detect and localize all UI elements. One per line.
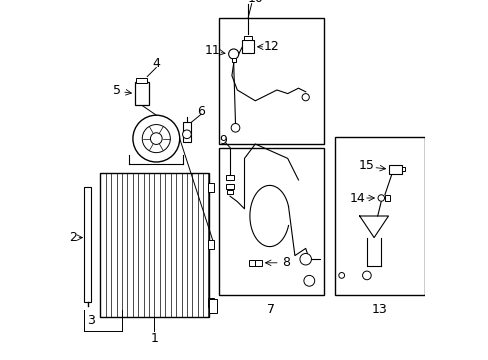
Text: 4: 4 [152, 57, 160, 71]
Text: 6: 6 [197, 105, 205, 118]
Text: 15: 15 [358, 159, 374, 172]
Bar [219, 148, 323, 295]
Bar [226, 175, 233, 180]
Text: 1: 1 [150, 332, 158, 345]
Circle shape [299, 253, 311, 265]
Text: 9: 9 [219, 134, 226, 147]
Bar [244, 36, 251, 40]
Text: 3: 3 [87, 314, 95, 327]
Text: 11: 11 [204, 44, 220, 57]
Bar [182, 122, 191, 142]
Text: 8: 8 [281, 256, 289, 269]
Circle shape [231, 123, 239, 132]
Text: 2: 2 [69, 231, 77, 244]
Text: 10: 10 [247, 0, 263, 5]
Circle shape [362, 271, 370, 280]
Bar [101, 173, 208, 317]
Circle shape [302, 94, 309, 101]
Circle shape [228, 49, 238, 59]
Bar [208, 298, 214, 307]
Bar [208, 183, 214, 192]
Text: 5: 5 [112, 84, 121, 96]
Bar [135, 82, 148, 105]
Bar [208, 240, 214, 249]
Text: 12: 12 [263, 40, 279, 53]
Bar [388, 165, 401, 174]
Bar [248, 260, 255, 266]
Circle shape [150, 133, 162, 144]
Bar [226, 184, 233, 189]
Bar [219, 18, 323, 144]
Text: 14: 14 [349, 192, 365, 204]
Bar [84, 187, 91, 302]
Bar [334, 137, 424, 295]
Circle shape [338, 273, 344, 278]
Bar [136, 78, 147, 84]
Bar [242, 40, 253, 53]
Text: 7: 7 [267, 303, 275, 316]
Bar [255, 260, 261, 266]
Bar [401, 167, 404, 171]
Bar [231, 58, 235, 62]
Bar [384, 195, 389, 201]
Text: 13: 13 [371, 303, 386, 316]
Circle shape [303, 275, 314, 286]
Bar [227, 190, 232, 194]
Circle shape [142, 125, 170, 153]
Bar [208, 299, 216, 313]
Circle shape [133, 115, 179, 162]
Circle shape [182, 130, 191, 139]
Circle shape [377, 195, 384, 201]
